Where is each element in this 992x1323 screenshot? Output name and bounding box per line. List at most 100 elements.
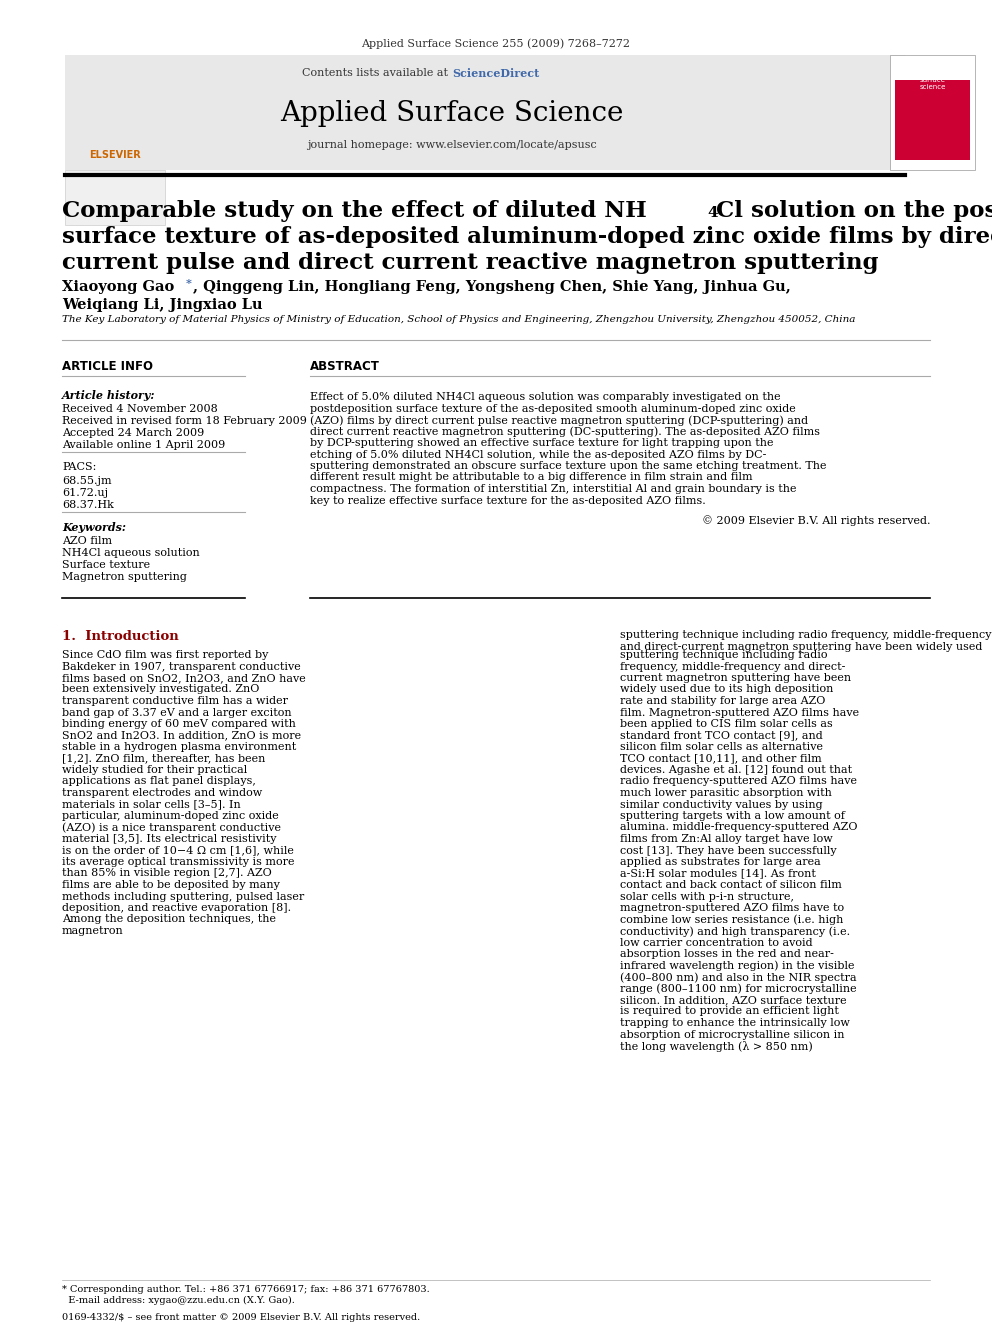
Text: been extensively investigated. ZnO: been extensively investigated. ZnO <box>62 684 259 695</box>
Text: [1,2]. ZnO film, thereafter, has been: [1,2]. ZnO film, thereafter, has been <box>62 754 266 763</box>
Text: absorption of microcrystalline silicon in: absorption of microcrystalline silicon i… <box>620 1029 844 1040</box>
Text: combine low series resistance (i.e. high: combine low series resistance (i.e. high <box>620 914 843 925</box>
Text: ARTICLE INFO: ARTICLE INFO <box>62 360 153 373</box>
Text: Applied Surface Science 255 (2009) 7268–7272: Applied Surface Science 255 (2009) 7268–… <box>361 38 631 49</box>
Text: etching of 5.0% diluted NH4Cl solution, while the as-deposited AZO films by DC-: etching of 5.0% diluted NH4Cl solution, … <box>310 450 767 459</box>
Text: by DCP-sputtering showed an effective surface texture for light trapping upon th: by DCP-sputtering showed an effective su… <box>310 438 774 448</box>
Text: Received 4 November 2008: Received 4 November 2008 <box>62 404 218 414</box>
Text: infrared wavelength region) in the visible: infrared wavelength region) in the visib… <box>620 960 854 971</box>
Text: transparent electrodes and window: transparent electrodes and window <box>62 789 262 798</box>
Text: current pulse and direct current reactive magnetron sputtering: current pulse and direct current reactiv… <box>62 251 879 274</box>
Text: silicon film solar cells as alternative: silicon film solar cells as alternative <box>620 742 823 751</box>
Text: films are able to be deposited by many: films are able to be deposited by many <box>62 880 280 890</box>
Text: alumina. middle-frequency-sputtered AZO: alumina. middle-frequency-sputtered AZO <box>620 823 857 832</box>
Text: low carrier concentration to avoid: low carrier concentration to avoid <box>620 938 812 947</box>
Text: trapping to enhance the intrinsically low: trapping to enhance the intrinsically lo… <box>620 1017 850 1028</box>
Text: Cl solution on the postdeposition: Cl solution on the postdeposition <box>716 200 992 222</box>
Text: current magnetron sputtering have been: current magnetron sputtering have been <box>620 673 851 683</box>
Text: than 85% in visible region [2,7]. AZO: than 85% in visible region [2,7]. AZO <box>62 868 272 878</box>
Text: TCO contact [10,11], and other film: TCO contact [10,11], and other film <box>620 754 821 763</box>
Text: applied as substrates for large area: applied as substrates for large area <box>620 857 820 867</box>
Text: similar conductivity values by using: similar conductivity values by using <box>620 799 822 810</box>
Text: Effect of 5.0% diluted NH4Cl aqueous solution was comparably investigated on the: Effect of 5.0% diluted NH4Cl aqueous sol… <box>310 392 781 402</box>
Text: material [3,5]. Its electrical resistivity: material [3,5]. Its electrical resistivi… <box>62 833 277 844</box>
Text: radio frequency-sputtered AZO films have: radio frequency-sputtered AZO films have <box>620 777 857 786</box>
Text: 68.55.jm: 68.55.jm <box>62 476 112 486</box>
Text: (AZO) films by direct current pulse reactive magnetron sputtering (DCP-sputterin: (AZO) films by direct current pulse reac… <box>310 415 808 426</box>
Text: 61.72.uj: 61.72.uj <box>62 488 108 497</box>
Text: methods including sputtering, pulsed laser: methods including sputtering, pulsed las… <box>62 892 305 901</box>
Text: 0169-4332/$ – see front matter © 2009 Elsevier B.V. All rights reserved.
doi:10.: 0169-4332/$ – see front matter © 2009 El… <box>62 1312 421 1323</box>
Text: widely used due to its high deposition: widely used due to its high deposition <box>620 684 833 695</box>
Text: journal homepage: www.elsevier.com/locate/apsusc: journal homepage: www.elsevier.com/locat… <box>308 140 597 149</box>
Text: Article history:: Article history: <box>62 390 156 401</box>
Text: materials in solar cells [3–5]. In: materials in solar cells [3–5]. In <box>62 799 241 810</box>
Text: magnetron-sputtered AZO films have to: magnetron-sputtered AZO films have to <box>620 904 844 913</box>
Text: binding energy of 60 meV compared with: binding energy of 60 meV compared with <box>62 718 296 729</box>
Text: 68.37.Hk: 68.37.Hk <box>62 500 114 509</box>
Text: direct current reactive magnetron sputtering (DC-sputtering). The as-deposited A: direct current reactive magnetron sputte… <box>310 426 820 437</box>
Text: Received in revised form 18 February 2009: Received in revised form 18 February 200… <box>62 415 307 426</box>
Text: * Corresponding author. Tel.: +86 371 67766917; fax: +86 371 67767803.
  E-mail : * Corresponding author. Tel.: +86 371 67… <box>62 1285 430 1304</box>
Bar <box>890 56 975 169</box>
Text: ScienceDirect: ScienceDirect <box>452 67 540 79</box>
Text: the long wavelength (λ > 850 nm): the long wavelength (λ > 850 nm) <box>620 1041 812 1052</box>
Text: Bakdeker in 1907, transparent conductive: Bakdeker in 1907, transparent conductive <box>62 662 301 672</box>
Text: AZO film: AZO film <box>62 536 112 546</box>
Text: a-Si:H solar modules [14]. As front: a-Si:H solar modules [14]. As front <box>620 868 815 878</box>
Text: Surface texture: Surface texture <box>62 560 150 570</box>
Text: solar cells with p-i-n structure,: solar cells with p-i-n structure, <box>620 892 794 901</box>
Text: its average optical transmissivity is more: its average optical transmissivity is mo… <box>62 857 295 867</box>
Text: films from Zn:Al alloy target have low: films from Zn:Al alloy target have low <box>620 833 832 844</box>
Text: Weiqiang Li, Jingxiao Lu: Weiqiang Li, Jingxiao Lu <box>62 298 263 312</box>
Text: key to realize effective surface texture for the as-deposited AZO films.: key to realize effective surface texture… <box>310 496 705 505</box>
Text: ABSTRACT: ABSTRACT <box>310 360 380 373</box>
Text: postdeposition surface texture of the as-deposited smooth aluminum-doped zinc ox: postdeposition surface texture of the as… <box>310 404 796 414</box>
Text: Accepted 24 March 2009: Accepted 24 March 2009 <box>62 429 204 438</box>
Text: magnetron: magnetron <box>62 926 124 935</box>
Text: 4: 4 <box>707 206 717 220</box>
Text: Available online 1 April 2009: Available online 1 April 2009 <box>62 441 225 450</box>
Text: transparent conductive film has a wider: transparent conductive film has a wider <box>62 696 288 706</box>
Text: standard front TCO contact [9], and: standard front TCO contact [9], and <box>620 730 822 741</box>
Text: SnO2 and In2O3. In addition, ZnO is more: SnO2 and In2O3. In addition, ZnO is more <box>62 730 302 741</box>
Text: cost [13]. They have been successfully: cost [13]. They have been successfully <box>620 845 836 856</box>
Text: contact and back contact of silicon film: contact and back contact of silicon film <box>620 880 842 890</box>
Bar <box>895 79 970 160</box>
Text: surface texture of as-deposited aluminum-doped zinc oxide films by direct: surface texture of as-deposited aluminum… <box>62 226 992 247</box>
Text: PACS:: PACS: <box>62 462 96 472</box>
Text: NH4Cl aqueous solution: NH4Cl aqueous solution <box>62 548 199 558</box>
Text: film. Magnetron-sputtered AZO films have: film. Magnetron-sputtered AZO films have <box>620 708 859 717</box>
Text: Magnetron sputtering: Magnetron sputtering <box>62 572 186 582</box>
Text: is required to provide an efficient light: is required to provide an efficient ligh… <box>620 1007 839 1016</box>
Text: stable in a hydrogen plasma environment: stable in a hydrogen plasma environment <box>62 742 297 751</box>
Text: 1.  Introduction: 1. Introduction <box>62 630 179 643</box>
Text: widely studied for their practical: widely studied for their practical <box>62 765 247 775</box>
Text: Contents lists available at: Contents lists available at <box>303 67 452 78</box>
Text: different result might be attributable to a big difference in film strain and fi: different result might be attributable t… <box>310 472 753 483</box>
Text: range (800–1100 nm) for microcrystalline: range (800–1100 nm) for microcrystalline <box>620 983 857 994</box>
Text: , Qinggeng Lin, Hongliang Feng, Yongsheng Chen, Shie Yang, Jinhua Gu,: , Qinggeng Lin, Hongliang Feng, Yongshen… <box>193 280 791 294</box>
Text: sputtering demonstrated an obscure surface texture upon the same etching treatme: sputtering demonstrated an obscure surfa… <box>310 460 826 471</box>
Text: Comparable study on the effect of diluted NH: Comparable study on the effect of dilute… <box>62 200 647 222</box>
Text: sputtering targets with a low amount of: sputtering targets with a low amount of <box>620 811 845 822</box>
Text: and direct-current magnetron sputtering have been widely used: and direct-current magnetron sputtering … <box>620 642 982 652</box>
Text: (400–800 nm) and also in the NIR spectra: (400–800 nm) and also in the NIR spectra <box>620 972 857 983</box>
Text: absorption losses in the red and near-: absorption losses in the red and near- <box>620 949 834 959</box>
Text: Xiaoyong Gao: Xiaoyong Gao <box>62 280 175 294</box>
Bar <box>65 56 905 169</box>
Text: silicon. In addition, AZO surface texture: silicon. In addition, AZO surface textur… <box>620 995 846 1005</box>
Text: (AZO) is a nice transparent conductive: (AZO) is a nice transparent conductive <box>62 823 281 833</box>
Text: Among the deposition techniques, the: Among the deposition techniques, the <box>62 914 276 925</box>
Text: Keywords:: Keywords: <box>62 523 126 533</box>
Text: conductivity) and high transparency (i.e.: conductivity) and high transparency (i.e… <box>620 926 850 937</box>
Text: particular, aluminum-doped zinc oxide: particular, aluminum-doped zinc oxide <box>62 811 279 822</box>
Text: © 2009 Elsevier B.V. All rights reserved.: © 2009 Elsevier B.V. All rights reserved… <box>701 515 930 525</box>
Text: films based on SnO2, In2O3, and ZnO have: films based on SnO2, In2O3, and ZnO have <box>62 673 306 683</box>
Text: band gap of 3.37 eV and a larger exciton: band gap of 3.37 eV and a larger exciton <box>62 708 292 717</box>
Text: rate and stability for large area AZO: rate and stability for large area AZO <box>620 696 825 706</box>
Text: ELSEVIER: ELSEVIER <box>89 149 141 160</box>
Text: Applied Surface Science: Applied Surface Science <box>281 101 624 127</box>
Text: sputtering technique including radio frequency, middle-frequency: sputtering technique including radio fre… <box>620 630 991 640</box>
Text: applied
surface
science: applied surface science <box>920 70 946 90</box>
